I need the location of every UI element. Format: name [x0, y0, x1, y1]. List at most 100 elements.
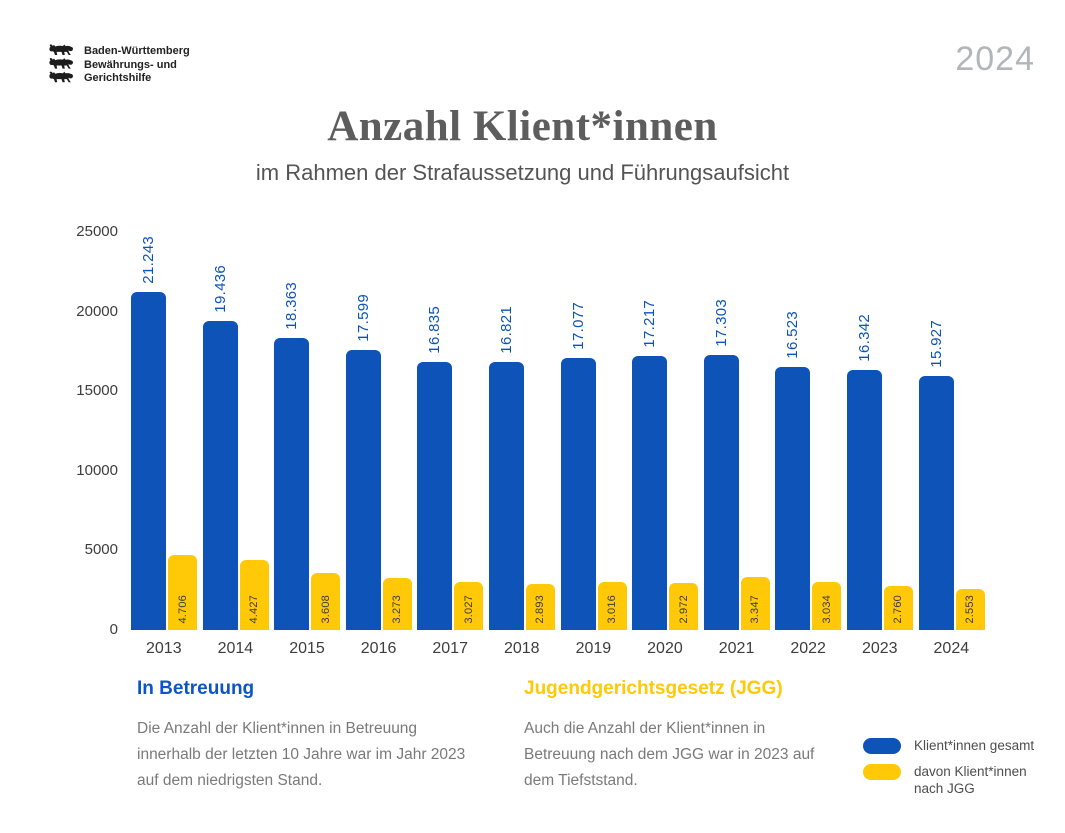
bar-group-2017: 16.835 3.027 2017	[414, 232, 486, 657]
title-block: Anzahl Klient*innen im Rahmen der Strafa…	[0, 102, 1045, 186]
bar-total-2023	[846, 370, 882, 630]
bar-total-label-2018: 16.821	[497, 306, 515, 354]
logo-line-1: Baden-Württemberg	[84, 45, 190, 57]
chart-legend: Klient*innen gesamt davon Klient*innen n…	[863, 737, 1044, 797]
section-heading-jgg: Jugendgerichtsgesetz (JGG)	[524, 678, 783, 699]
y-tick-5000: 5000	[84, 541, 118, 558]
bar-group-2013: 21.243 4.706 2013	[128, 232, 200, 657]
bar-jgg-label-2017: 3.027	[462, 595, 475, 624]
logo-line-3: Gerichtshilfe	[84, 72, 152, 85]
x-tick-2020: 2020	[647, 640, 683, 657]
x-tick-2014: 2014	[217, 640, 254, 657]
bar-group-2014: 19.436 4.427 2014	[200, 232, 272, 657]
bar-group-2024: 15.927 2.553 2024	[916, 232, 988, 657]
bar-total-label-2022: 16.523	[784, 311, 802, 359]
section-body-jgg: Auch die Anzahl der Klient*innen in Betr…	[524, 720, 815, 789]
bar-jgg-2013	[168, 555, 197, 630]
bar-total-label-2021: 17.303	[712, 299, 730, 347]
bar-jgg-2020	[669, 583, 699, 630]
bar-group-2016: 17.599 3.273 2016	[343, 232, 415, 657]
bar-total-label-2023: 16.342	[855, 314, 873, 362]
page-subtitle: im Rahmen der Strafaussetzung und Führun…	[255, 160, 790, 185]
bar-jgg-label-2018: 2.893	[534, 595, 547, 624]
bw-logo: Baden-Württemberg Bewährungs- und Gerich…	[48, 44, 190, 86]
legend-item-jgg: davon Klient*innen nach JGG	[863, 763, 1044, 797]
bar-total-label-2019: 17.077	[569, 302, 587, 350]
legend-swatch-blue	[863, 738, 901, 754]
bar-jgg-label-2023: 2.760	[892, 595, 905, 624]
x-tick-2017: 2017	[432, 640, 468, 657]
bar-group-2019: 17.077 3.016 2019	[558, 232, 630, 657]
y-tick-20000: 20000	[76, 303, 118, 320]
bar-jgg-2024	[955, 589, 985, 630]
bar-jgg-2018	[525, 584, 555, 630]
x-tick-2023: 2023	[861, 640, 898, 657]
bar-group-2015: 18.363 3.608 2015	[271, 232, 343, 657]
x-tick-2021: 2021	[718, 640, 755, 657]
x-tick-2019: 2019	[575, 640, 612, 657]
bar-total-label-2014: 19.436	[211, 265, 229, 313]
bar-jgg-label-2020: 2.972	[677, 595, 690, 624]
bar-chart-plot: 21.243 4.706 2013 19.436 4.427 2014 18.363 3.60…	[128, 232, 988, 657]
bar-total-2018	[488, 362, 524, 630]
bar-jgg-2014	[239, 560, 269, 630]
bar-group-2020: 17.217 2.972 2020	[629, 232, 701, 657]
bar-group-2021: 17.303 3.347 2021	[701, 232, 773, 657]
bar-total-2020	[632, 356, 668, 630]
section-heading-betreuung: In Betreuung	[137, 678, 255, 699]
section-body-betreuung: Die Anzahl der Klient*innen in Betreuung…	[137, 720, 466, 789]
y-tick-0: 0	[109, 621, 118, 638]
three-lions-icon	[49, 44, 73, 83]
bar-jgg-label-2019: 3.016	[606, 595, 619, 624]
bar-jgg-label-2024: 2.553	[964, 595, 977, 624]
bar-jgg-2022	[812, 582, 842, 630]
bar-jgg-label-2015: 3.608	[319, 595, 332, 624]
bar-total-2017	[417, 362, 453, 630]
y-tick-10000: 10000	[76, 462, 118, 479]
y-axis: 0 5000 10000 15000 20000 25000	[40, 223, 118, 638]
legend-item-gesamt: Klient*innen gesamt	[863, 737, 1044, 754]
x-tick-2016: 2016	[360, 640, 397, 657]
bar-total-2024	[918, 376, 954, 630]
bar-total-label-2017: 16.835	[426, 306, 444, 354]
x-tick-2015: 2015	[289, 640, 325, 657]
legend-swatch-yellow	[863, 764, 901, 780]
bar-total-label-2024: 15.927	[927, 320, 945, 368]
page-title: Anzahl Klient*innen	[327, 103, 718, 150]
y-tick-25000: 25000	[76, 223, 118, 240]
bar-total-2014	[202, 321, 238, 630]
bar-total-label-2013: 21.243	[140, 236, 157, 284]
x-tick-2013: 2013	[146, 640, 182, 657]
bar-jgg-2017	[454, 582, 484, 630]
bar-total-2022	[775, 367, 811, 630]
logo-text: Baden-Württemberg Bewährungs- und Gerich…	[84, 44, 190, 86]
x-tick-2018: 2018	[503, 640, 540, 657]
bar-total-2015	[274, 338, 310, 630]
bar-jgg-2021	[740, 577, 770, 630]
legend-label-gesamt: Klient*innen gesamt	[914, 738, 1035, 753]
bar-total-2021	[703, 355, 739, 630]
section-jgg: Jugendgerichtsgesetz (JGG) Auch die Anza…	[524, 678, 834, 794]
bar-total-2013	[131, 292, 166, 630]
bar-total-2019	[560, 358, 596, 630]
y-tick-15000: 15000	[76, 382, 118, 399]
x-tick-2024: 2024	[933, 640, 970, 657]
bar-jgg-label-2013: 4.706	[176, 595, 189, 624]
bar-jgg-2015	[311, 573, 341, 630]
x-tick-2022: 2022	[790, 640, 826, 657]
bar-total-label-2016: 17.599	[354, 294, 372, 342]
bar-jgg-2016	[382, 578, 412, 630]
bar-total-2016	[345, 350, 381, 630]
logo-line-2: Bewährungs- und	[84, 58, 177, 71]
bar-jgg-2023	[883, 586, 913, 630]
bar-group-2022: 16.523 3.034 2022	[772, 232, 844, 657]
section-in-betreuung: In Betreuung Die Anzahl der Klient*innen…	[137, 678, 472, 794]
report-year-label: 2024	[955, 40, 1035, 78]
bar-jgg-label-2021: 3.347	[749, 595, 762, 624]
bar-jgg-2019	[597, 582, 627, 630]
bar-group-2018: 16.821 2.893 2018	[486, 232, 558, 657]
bar-total-label-2015: 18.363	[283, 282, 301, 330]
bar-jgg-label-2016: 3.273	[391, 595, 404, 624]
bar-jgg-label-2014: 4.427	[248, 595, 261, 624]
